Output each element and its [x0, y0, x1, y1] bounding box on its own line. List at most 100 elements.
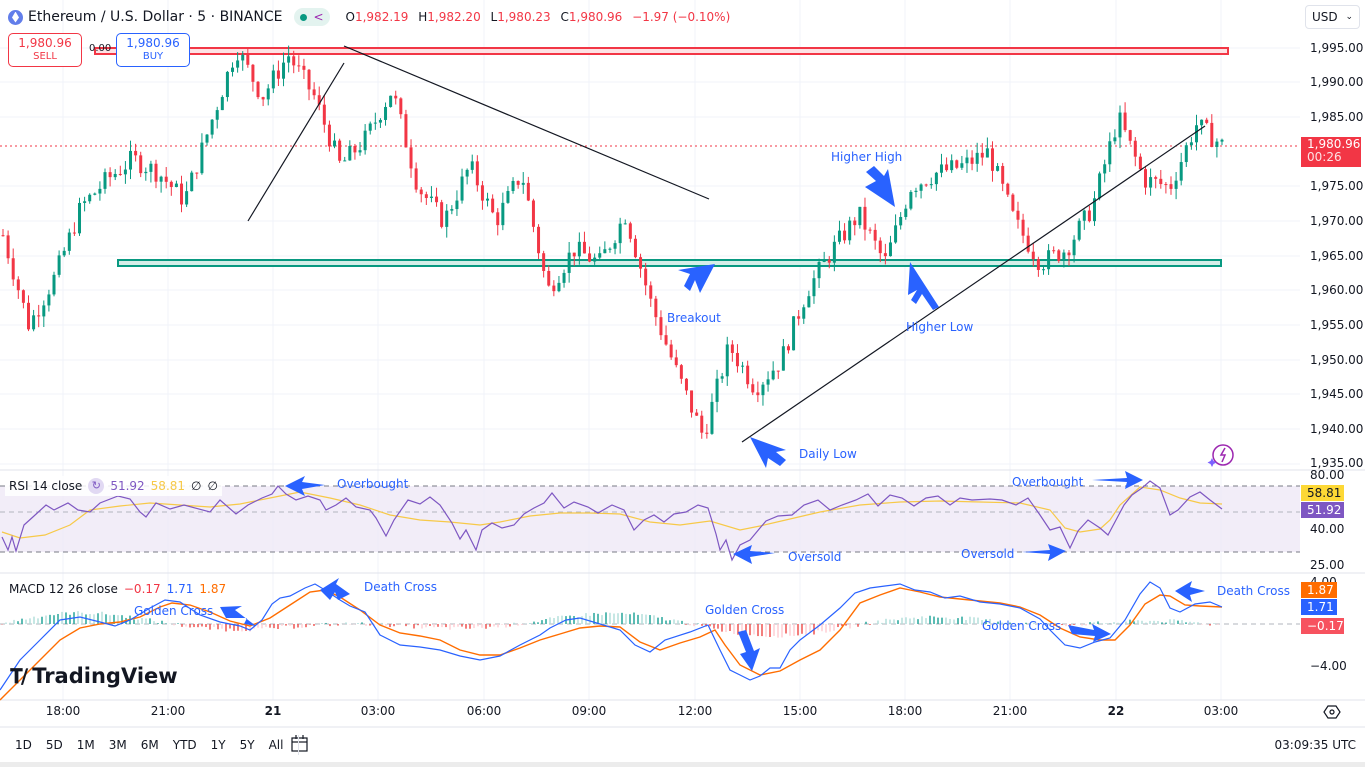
- time-axis-label: 21:00: [150, 704, 186, 718]
- annotation-oversold[interactable]: Oversold: [788, 550, 842, 564]
- rsi-legend[interactable]: RSI 14 close ↻ 51.92 58.81 ∅ ∅: [5, 476, 222, 496]
- price-axis-label: 1,985.00: [1310, 110, 1364, 124]
- annotation-oversold[interactable]: Oversold: [961, 547, 1015, 561]
- rsi-arrow-icons: [285, 471, 1143, 564]
- arrow-up-left-icon: [908, 262, 939, 310]
- sell-label: SELL: [33, 51, 57, 62]
- time-axis-label: 03:00: [1203, 704, 1239, 718]
- open-value: 1,982.19: [354, 10, 409, 24]
- high-value: 1,982.20: [427, 10, 481, 24]
- currency-selector[interactable]: USD ⌄: [1305, 5, 1360, 29]
- range-button-6m[interactable]: 6M: [140, 738, 159, 752]
- trendline-ascending-2[interactable]: [741, 125, 1206, 443]
- market-open-dot-icon: [300, 13, 308, 21]
- range-button-5d[interactable]: 5D: [45, 738, 63, 752]
- time-axis-label: 03:00: [360, 704, 396, 718]
- range-button-3m[interactable]: 3M: [108, 738, 127, 752]
- time-axis-label: 09:00: [571, 704, 607, 718]
- trendline-descending[interactable]: [343, 45, 710, 200]
- arrow-left-icon: [285, 476, 325, 496]
- low-value: 1,980.23: [497, 10, 551, 24]
- time-axis-label: 12:00: [677, 704, 713, 718]
- symbol-legend: Ethereum / U.S. Dollar · 5 · BINANCE < O…: [8, 8, 736, 26]
- support-zone[interactable]: [117, 259, 1222, 267]
- time-axis-label: 18:00: [887, 704, 923, 718]
- arrow-down-icon: [738, 630, 760, 671]
- bottom-strip: [0, 762, 1365, 767]
- change-value: −1.97 (−0.10%): [632, 10, 731, 24]
- annotation-death-cross[interactable]: Death Cross: [364, 580, 437, 594]
- settings-icon[interactable]: [1323, 705, 1341, 719]
- annotation-golden-cross[interactable]: Golden Cross: [982, 619, 1062, 633]
- rsi-extra-value: ∅: [207, 479, 218, 493]
- price-axis-label: 1,995.00: [1310, 41, 1364, 55]
- macd-signal-value: 1.87: [199, 582, 227, 596]
- price-axis-label: 1,955.00: [1310, 318, 1364, 332]
- arrow-down-right-icon: [865, 166, 895, 207]
- arrow-right-icon: [220, 606, 256, 626]
- arrow-up-icon: [678, 264, 715, 293]
- macd-signal-tag: 1.87: [1301, 582, 1337, 598]
- arrow-right-icon: [1068, 624, 1111, 642]
- rsi-ma-line: [1, 486, 1223, 539]
- range-button-1y[interactable]: 1Y: [210, 738, 226, 752]
- arrow-left-icon: [1175, 581, 1205, 602]
- signal-line: [0, 587, 1223, 701]
- macd-title: MACD 12 26 close: [9, 582, 118, 596]
- current-price-tag: 1,980.96 00:26: [1301, 137, 1361, 167]
- tradingview-logo[interactable]: 𝐓∕ TradingView: [10, 664, 178, 688]
- range-bar: 1D 5D 1M 3M 6M YTD 1Y 5Y All 03:09:35 UTC: [0, 728, 1365, 762]
- clock[interactable]: 03:09:35 UTC: [1274, 738, 1357, 752]
- rsi-axis-label: 40.00: [1310, 522, 1345, 536]
- rsi-value: 51.92: [110, 479, 145, 493]
- range-button-1d[interactable]: 1D: [15, 738, 32, 752]
- macd-axis-label: 4.00: [1310, 575, 1337, 583]
- price-axis-label: 1,935.00: [1310, 456, 1364, 470]
- rsi-extra-value: ∅: [191, 479, 202, 493]
- annotation-daily-low[interactable]: Daily Low: [799, 447, 857, 461]
- annotation-overbought[interactable]: Overbought: [337, 477, 409, 491]
- buy-label: BUY: [142, 51, 164, 62]
- refresh-icon[interactable]: ↻: [88, 478, 105, 494]
- ai-assistant-icon[interactable]: [1207, 444, 1234, 467]
- range-button-5y[interactable]: 5Y: [239, 738, 255, 752]
- macd-value-tag: 1.71: [1301, 599, 1337, 615]
- chevron-down-icon: ⌄: [1345, 12, 1353, 22]
- macd-histogram-value: −0.17: [123, 582, 161, 596]
- annotation-death-cross[interactable]: Death Cross: [1217, 584, 1290, 598]
- annotation-breakout[interactable]: Breakout: [667, 311, 721, 325]
- rsi-line: [1, 480, 1223, 562]
- price-axis-label: 1,990.00: [1310, 75, 1364, 89]
- range-button-1m[interactable]: 1M: [76, 738, 95, 752]
- annotation-golden-cross[interactable]: Golden Cross: [705, 603, 785, 617]
- arrow-right-icon: [1092, 471, 1143, 489]
- symbol-title[interactable]: Ethereum / U.S. Dollar · 5 · BINANCE: [28, 9, 283, 25]
- macd-value: 1.71: [166, 582, 194, 596]
- close-value: 1,980.96: [568, 10, 623, 24]
- arrow-icons: [678, 166, 939, 468]
- resistance-zone[interactable]: [94, 47, 1229, 55]
- price-axis-label: 1,940.00: [1310, 422, 1364, 436]
- annotation-higher-high[interactable]: Higher High: [831, 150, 903, 164]
- goto-date-icon[interactable]: [291, 735, 308, 752]
- macd-line: [0, 581, 1223, 691]
- status-pill[interactable]: <: [294, 8, 330, 26]
- time-axis-label: 22: [1107, 704, 1125, 718]
- annotation-golden-cross[interactable]: Golden Cross: [134, 604, 214, 618]
- range-button-all[interactable]: All: [268, 738, 284, 752]
- share-icon: <: [313, 10, 324, 24]
- rsi-value-tag: 51.92: [1301, 502, 1344, 518]
- annotation-higher-low[interactable]: Higher Low: [906, 320, 974, 334]
- macd-legend[interactable]: MACD 12 26 close −0.17 1.71 1.87: [9, 582, 226, 596]
- trendline-ascending-1[interactable]: [247, 62, 345, 222]
- range-button-ytd[interactable]: YTD: [172, 738, 197, 752]
- arrow-left-icon: [733, 545, 775, 564]
- sell-button[interactable]: 1,980.96 SELL: [8, 33, 82, 67]
- annotation-overbought[interactable]: Overbought: [1012, 475, 1084, 489]
- candlesticks: [1, 45, 1224, 439]
- time-axis-label: 21: [264, 704, 282, 718]
- macd-histogram-tag: −0.17: [1301, 618, 1344, 634]
- buy-button[interactable]: 1,980.96 BUY: [116, 33, 190, 67]
- arrow-left-icon: [320, 578, 350, 600]
